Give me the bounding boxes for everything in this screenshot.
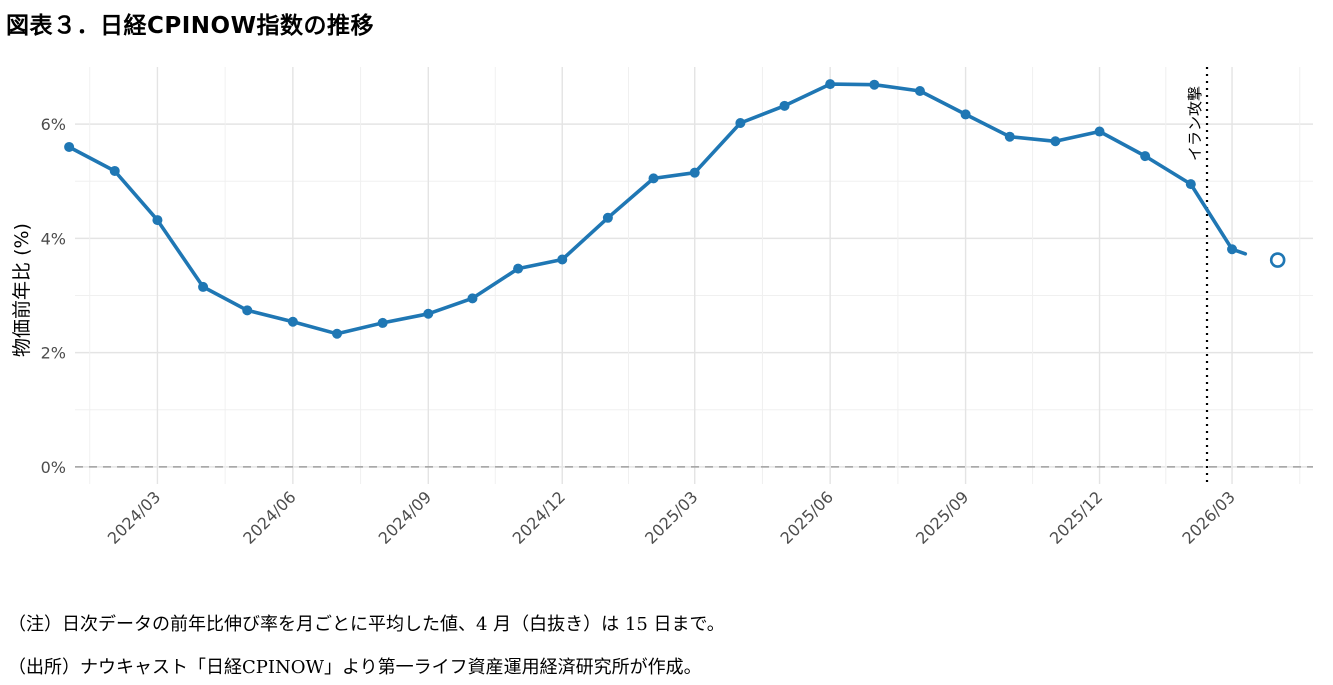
data-point <box>869 79 880 90</box>
data-point <box>1227 244 1238 255</box>
x-tick-label: 2024/03 <box>104 487 164 547</box>
partial-month-point <box>1269 252 1286 268</box>
x-tick-label: 2025/09 <box>912 487 972 547</box>
data-point <box>825 79 836 90</box>
line-chart: イラン攻撃 0%2%4%6% 2024/03 2024/06 2024/09 2024… <box>11 67 1313 548</box>
x-tick-label: 2025/03 <box>641 487 701 547</box>
reference-layer: イラン攻撃 <box>75 67 1313 484</box>
chart-title: 図表３．日経CPINOW指数の推移 <box>6 13 374 39</box>
y-tick-label: 2% <box>41 344 66 363</box>
data-point <box>332 328 343 339</box>
y-tick-label: 4% <box>41 229 66 248</box>
data-point <box>513 263 524 274</box>
data-point <box>602 212 613 223</box>
x-tick-label: 2024/06 <box>239 487 299 547</box>
data-point <box>689 167 700 178</box>
x-tick-label: 2025/06 <box>777 487 837 547</box>
data-point <box>109 165 120 176</box>
y-axis-label: 物価前年比 (%) <box>11 223 33 357</box>
data-point <box>467 293 478 304</box>
x-tick-labels: 2024/03 2024/06 2024/09 2024/12 2025/03 2025/… <box>104 487 1239 547</box>
data-point <box>377 317 388 328</box>
x-tick-label: 2024/12 <box>509 487 569 547</box>
y-tick-label: 6% <box>41 115 66 134</box>
data-point <box>152 215 163 226</box>
data-point <box>735 117 746 128</box>
event-label: イラン攻撃 <box>1186 86 1204 161</box>
x-tick-label: 2026/03 <box>1178 487 1238 547</box>
data-point <box>779 100 790 111</box>
y-tick-label: 0% <box>41 458 66 477</box>
data-point <box>242 305 253 316</box>
data-point <box>1094 126 1105 137</box>
data-point <box>64 141 75 152</box>
y-tick-labels: 0% 2% 4% 6% <box>41 115 66 477</box>
grid-layer <box>75 67 1313 484</box>
data-point <box>557 254 568 265</box>
data-point <box>1050 136 1061 147</box>
data-point <box>914 85 925 96</box>
data-point <box>198 281 209 292</box>
data-point <box>287 316 298 327</box>
series-line <box>67 82 1248 336</box>
data-point <box>1140 151 1151 162</box>
data-point <box>1004 131 1015 142</box>
data-point <box>1185 179 1196 190</box>
note-text: （注）日次データの前年比伸び率を月ごとに平均した値、4 月（白抜き）は 15 日… <box>8 614 725 635</box>
source-text: （出所）ナウキャスト「日経CPINOW」より第一ライフ資産運用経済研究所が作成。 <box>8 657 702 678</box>
series-layer <box>64 79 1286 339</box>
x-tick-label: 2024/09 <box>375 487 435 547</box>
data-point <box>423 308 434 319</box>
data-point <box>960 109 971 120</box>
data-point <box>648 173 659 184</box>
x-tick-label: 2025/12 <box>1046 487 1106 547</box>
